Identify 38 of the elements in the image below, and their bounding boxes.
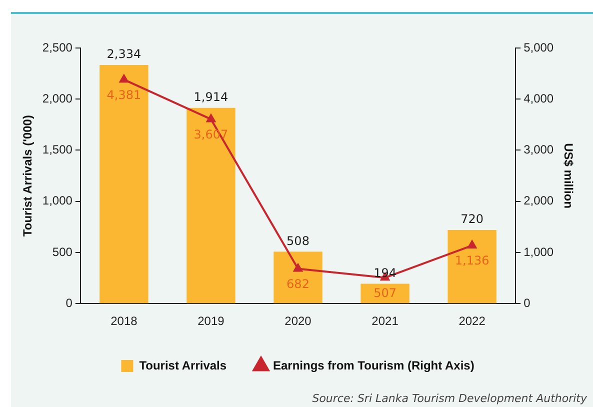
point <box>119 74 128 83</box>
y2-tick-label: 4,000 <box>524 91 554 106</box>
y-tick-label: 2,000 <box>42 91 73 106</box>
bar <box>186 108 236 304</box>
data-label: 2,334 <box>106 47 142 62</box>
point <box>468 240 477 249</box>
legend-label: Tourist Arrivals <box>139 358 227 372</box>
point <box>206 114 216 122</box>
source-note: Source: Sri Lanka Tourism Development Authority <box>312 392 587 405</box>
bar <box>448 230 496 304</box>
point <box>294 264 302 272</box>
y2-tick-label: 2,000 <box>524 194 554 208</box>
y-axis-title: Tourist Arrivals ('000) <box>20 115 35 237</box>
data-label: 1,914 <box>194 90 228 104</box>
x-tick-label: 2022 <box>458 314 486 328</box>
y-tick-label: 500 <box>52 244 73 259</box>
y2-tick-label: 1,000 <box>524 244 554 259</box>
x-tick-label: 2021 <box>372 314 399 328</box>
data-label: 682 <box>286 276 310 291</box>
y-tick-label: 0 <box>66 296 73 310</box>
y-tick-label: 2,500 <box>42 40 73 54</box>
x-tick-label: 2020 <box>284 314 312 328</box>
y2-tick-label: 0 <box>524 296 531 310</box>
y2-tick-label: 5,000 <box>524 40 554 54</box>
bar <box>274 252 322 304</box>
data-label: 1,136 <box>454 254 490 268</box>
data-label: 507 <box>374 286 396 300</box>
y2-tick-label: 3,000 <box>524 142 554 157</box>
data-label: 4,381 <box>106 88 142 102</box>
data-label: 720 <box>460 212 484 226</box>
x-tick-label: 2019 <box>198 314 225 328</box>
y-tick-label: 1,000 <box>42 194 73 208</box>
data-label: 508 <box>286 234 310 248</box>
y2-axis-title: US$ million <box>561 143 576 208</box>
y-tick-label: 1,500 <box>42 142 73 157</box>
legend-label: Earnings from Tourism (Right Axis) <box>273 358 474 372</box>
x-tick-label: 2018 <box>110 314 138 328</box>
bar <box>100 64 148 304</box>
